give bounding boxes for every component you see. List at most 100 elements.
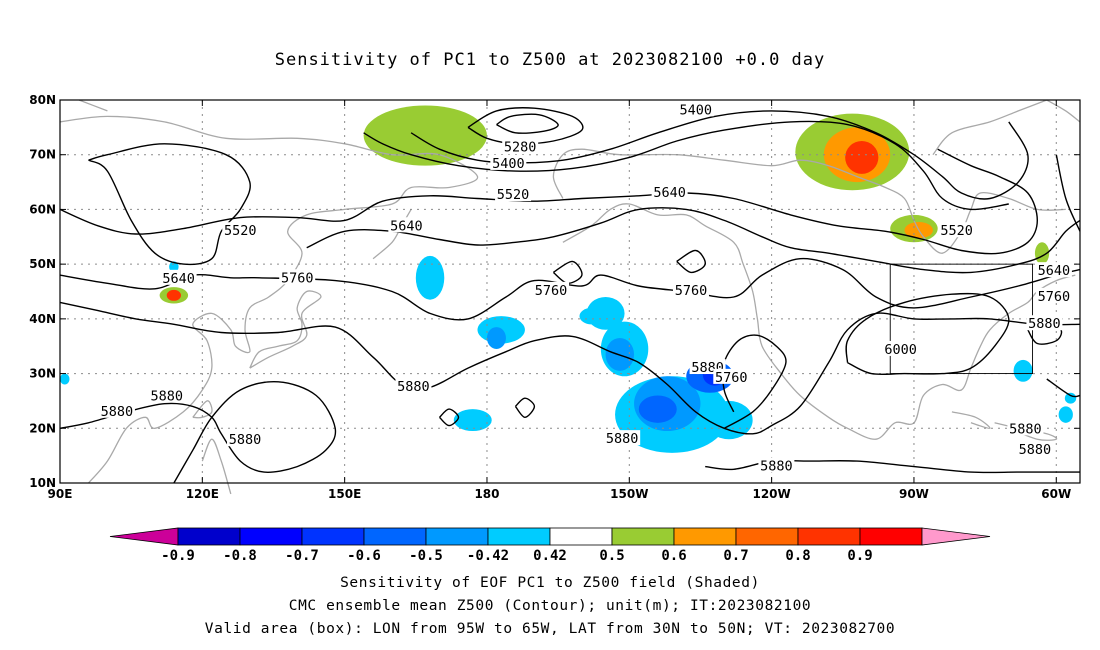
shading-region-neg [169, 261, 179, 273]
contour-label-bg [672, 281, 709, 297]
caption-contour: CMC ensemble mean Z500 (Contour); unit(m… [288, 598, 812, 614]
contour-5880 [59, 301, 1081, 435]
contour-label-bg [160, 269, 197, 285]
contour-label-bg [1016, 441, 1053, 457]
contour-label-bg [227, 431, 264, 447]
contour-label: 5640 [653, 185, 686, 201]
contour-label-bg [533, 281, 570, 297]
caption-valid-area: Valid area (box): LON from 95W to 65W, L… [204, 621, 896, 637]
colorbar-label: -0.9 [161, 548, 195, 564]
lat-tick-label: 30N [29, 367, 56, 381]
contour-label: 5880 [1009, 421, 1042, 437]
contour-5880 [439, 408, 460, 427]
gridlines [60, 100, 1080, 483]
contour-label: 5520 [497, 187, 530, 203]
colorbar-segment [425, 527, 489, 546]
contour-label: 5760 [715, 370, 748, 386]
contour-5520 [363, 120, 1009, 211]
colorbar-label: 0.9 [847, 548, 872, 564]
colorbar-label: 0.42 [533, 548, 567, 564]
contour-label: 5280 [504, 140, 537, 156]
contour-label-bg [148, 387, 185, 403]
shading-region-neg [705, 400, 753, 440]
contour-label: 5880 [229, 432, 262, 448]
caption-shading: Sensitivity of EOF PC1 to Z500 field (Sh… [340, 575, 760, 591]
colorbar-segment [487, 527, 551, 546]
shading-region-neg [486, 327, 506, 349]
shading-region-neg [1058, 406, 1073, 423]
shading-region-neg [415, 255, 445, 300]
contour-label-bg [677, 101, 714, 117]
contour-label: 5520 [940, 223, 973, 239]
contour-5880 [705, 459, 1080, 474]
coastlines [59, 99, 1081, 495]
lon-tick-label: 90E [48, 487, 73, 501]
shading-region-pos [166, 289, 181, 301]
coastline [249, 290, 322, 369]
contour-5760 [552, 260, 583, 285]
shading-region-neg [1064, 392, 1077, 404]
colorbar-segment [363, 527, 427, 546]
shading-region-pos [845, 141, 879, 174]
contour-label: 5760 [281, 270, 314, 286]
lat-tick-label: 50N [29, 257, 56, 271]
contour-label-bg [388, 217, 425, 233]
lon-tick-label: 150E [328, 487, 361, 501]
lat-tick-label: 60N [29, 202, 56, 216]
coastline [562, 203, 1076, 440]
colorbar-label: -0.5 [409, 548, 443, 564]
colorbar-segment [177, 527, 241, 546]
lat-tick-label: 40N [29, 312, 56, 326]
colorbar-segment [549, 527, 613, 546]
contour-5880 [514, 397, 536, 419]
contour-label: 5880 [397, 379, 430, 395]
colorbar-segment [673, 527, 737, 546]
contour-5880 [1046, 378, 1081, 398]
lon-tick-label: 120W [752, 487, 790, 501]
contour-label-bg [98, 402, 135, 418]
contour-5640 [306, 207, 1081, 274]
contour-label: 5880 [150, 388, 183, 404]
colorbar-segment [797, 527, 861, 546]
contour-label: 5520 [224, 223, 257, 239]
contour-label: 5880 [101, 404, 134, 420]
colorbar-label: -0.7 [285, 548, 319, 564]
contour-label: 6000 [884, 342, 917, 358]
coastline [192, 400, 213, 419]
contour-label-bg [395, 378, 432, 394]
contour-label: 5640 [1038, 263, 1071, 279]
lon-tick-label: 150W [610, 487, 648, 501]
contour-label-bg [502, 138, 539, 154]
contour-label: 5640 [390, 218, 423, 234]
lat-tick-label: 20N [29, 421, 56, 435]
contour-label-bg [490, 154, 527, 170]
colorbar-label: -0.8 [223, 548, 257, 564]
contour-label: 5760 [675, 283, 708, 299]
shading-region-neg [1013, 359, 1033, 382]
colorbar-segment [859, 527, 923, 546]
contour-label-bg [222, 222, 259, 238]
contour-label: 5880 [760, 458, 793, 474]
contour-5880 [59, 380, 337, 484]
shading-region-neg [638, 395, 677, 423]
contour-label-bg [1035, 262, 1072, 278]
coastline [1046, 99, 1081, 123]
colorbar-segment [239, 527, 303, 546]
contour-label-bg [1035, 287, 1072, 303]
shading-region-pos [363, 105, 487, 166]
lat-tick-label: 80N [29, 93, 56, 107]
map-title: Sensitivity of PC1 to Z500 at 2023082100… [274, 50, 826, 70]
contour-label-bg [882, 340, 919, 356]
contour-label-bg [651, 183, 688, 199]
shading-region-neg [453, 409, 492, 432]
contour-5640 [1055, 154, 1081, 232]
map-frame [59, 99, 1081, 484]
contour-5280 [496, 113, 559, 134]
colorbar-high-triangle [921, 527, 991, 546]
contour-label-bg [938, 222, 975, 238]
colorbar: -0.9 -0.8 -0.7 -0.6 -0.5 -0.42 0.42 0.5 0.6 0.7 0.… [109, 527, 991, 564]
contour-5640 [88, 143, 251, 266]
contour-label-bg [279, 269, 316, 285]
